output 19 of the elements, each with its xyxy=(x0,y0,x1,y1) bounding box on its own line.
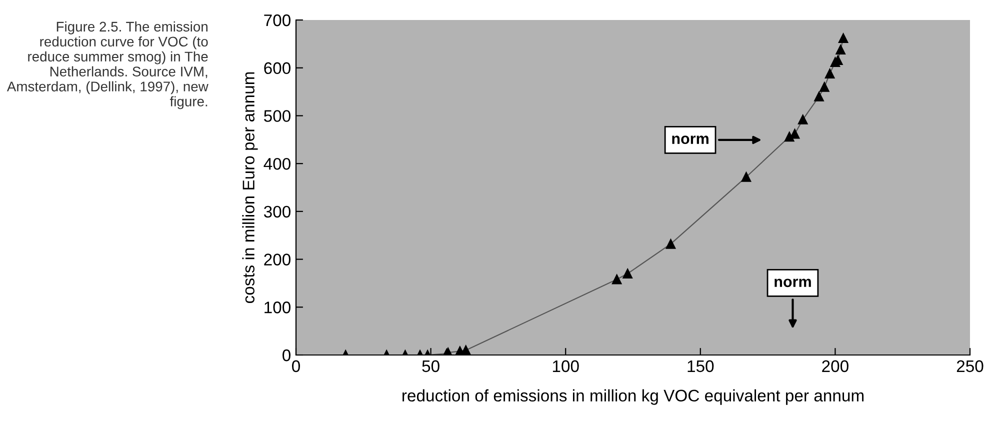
y-tick-label: 500 xyxy=(264,110,290,122)
annotation: norm xyxy=(774,278,811,288)
y-tick-label: 0 xyxy=(282,349,290,362)
x-tick-label: 100 xyxy=(552,360,579,372)
x-tick-label: 50 xyxy=(422,360,440,372)
y-tick-label: 400 xyxy=(264,158,290,170)
x-tick-label: 0 xyxy=(292,360,300,372)
x-tick-label: 250 xyxy=(956,360,984,372)
y-tick-label: 100 xyxy=(264,302,290,314)
x-tick-label: 150 xyxy=(688,360,714,372)
y-axis-title: costs in million Euro per annum xyxy=(242,72,258,304)
y-tick-label: 200 xyxy=(264,254,290,266)
annotation: norm xyxy=(672,136,708,144)
y-tick-label: 300 xyxy=(264,206,290,218)
y-tick-label: 700 xyxy=(264,14,290,26)
caption: Figure 2.5. The emission reduction curve for VOC (to reduce summer smog) in The Netherlands. Source IVM, Amsterdam, (Dellink, 1997), new figure. xyxy=(6,21,208,110)
y-tick-label: 600 xyxy=(264,62,290,74)
x-tick-label: 200 xyxy=(822,360,848,372)
x-axis-title: reduction of emissions in million kg VOC equivalent per annum xyxy=(402,389,864,405)
